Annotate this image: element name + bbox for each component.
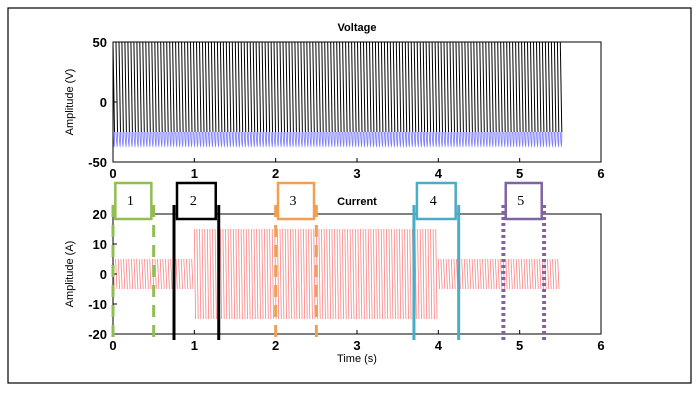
0-x-tick-label: 4 bbox=[435, 166, 443, 181]
1-y-tick-label: 10 bbox=[93, 237, 107, 252]
segment-2: 2 bbox=[172, 181, 221, 340]
0-y-tick-label: -50 bbox=[88, 155, 107, 170]
figure-frame bbox=[7, 7, 692, 384]
0-x-tick-label: 2 bbox=[272, 166, 279, 181]
segment-annotations: 1 2 3 4 5 bbox=[111, 181, 547, 340]
current-wave-segment bbox=[437, 258, 560, 290]
current-xlabel: Time (s) bbox=[337, 353, 377, 365]
0-x-tick-label: 0 bbox=[109, 166, 116, 181]
voltage-y-ticks: 50 0 -50 bbox=[88, 35, 117, 170]
1-x-tick-label: 0 bbox=[109, 338, 116, 353]
1-x-tick-label: 4 bbox=[435, 338, 443, 353]
segment-1-label: 1 bbox=[127, 194, 134, 209]
segment-3-box bbox=[276, 181, 316, 221]
segment-1-box bbox=[114, 181, 153, 221]
segment-3: 3 bbox=[274, 181, 318, 340]
current-x-ticks: 0 1 2 3 4 5 6 bbox=[109, 330, 605, 353]
0-y-tick-label: 50 bbox=[93, 35, 107, 50]
current-ylabel: Amplitude (A) bbox=[64, 241, 76, 308]
1-y-tick-label: -20 bbox=[88, 327, 107, 342]
1-y-tick-label: -10 bbox=[88, 297, 107, 312]
current-y-ticks: 20 10 0 -10 -20 bbox=[88, 207, 117, 342]
0-x-tick-label: 1 bbox=[191, 166, 198, 181]
1-x-tick-label: 2 bbox=[272, 338, 279, 353]
voltage-x-ticks: 0 1 2 3 4 5 6 bbox=[109, 158, 605, 181]
voltage-lower-band bbox=[112, 131, 563, 148]
segment-2-box bbox=[175, 181, 217, 221]
current-title: Current bbox=[337, 196, 377, 208]
segment-5: 5 bbox=[501, 181, 547, 340]
current-axes-box bbox=[112, 213, 602, 335]
0-x-tick-label: 6 bbox=[597, 166, 604, 181]
1-x-tick-label: 5 bbox=[516, 338, 523, 353]
1-y-tick-label: 20 bbox=[93, 207, 107, 222]
current-axes: Current Amplitude (A) Time (s) 20100-10-… bbox=[64, 196, 605, 365]
voltage-ylabel: Amplitude (V) bbox=[64, 69, 76, 136]
current-signal bbox=[112, 228, 560, 320]
1-x-tick-label: 3 bbox=[353, 338, 360, 353]
voltage-signal bbox=[112, 41, 563, 148]
0-y-tick-label: 0 bbox=[100, 95, 107, 110]
segment-1: 1 bbox=[111, 181, 156, 340]
segment-5-box bbox=[504, 181, 543, 221]
segment-4-box bbox=[415, 181, 457, 221]
segment-3-label: 3 bbox=[290, 194, 297, 209]
voltage-upper-wave bbox=[112, 41, 563, 133]
segment-4: 4 bbox=[412, 181, 461, 340]
1-x-tick-label: 6 bbox=[597, 338, 604, 353]
segment-2-label: 2 bbox=[190, 194, 197, 209]
segment-4-label: 4 bbox=[430, 194, 437, 209]
1-x-tick-label: 1 bbox=[191, 338, 198, 353]
voltage-title: Voltage bbox=[338, 22, 377, 34]
1-y-tick-label: 0 bbox=[100, 267, 107, 282]
0-x-tick-label: 5 bbox=[516, 166, 523, 181]
0-x-tick-label: 3 bbox=[353, 166, 360, 181]
segment-5-label: 5 bbox=[517, 194, 524, 209]
